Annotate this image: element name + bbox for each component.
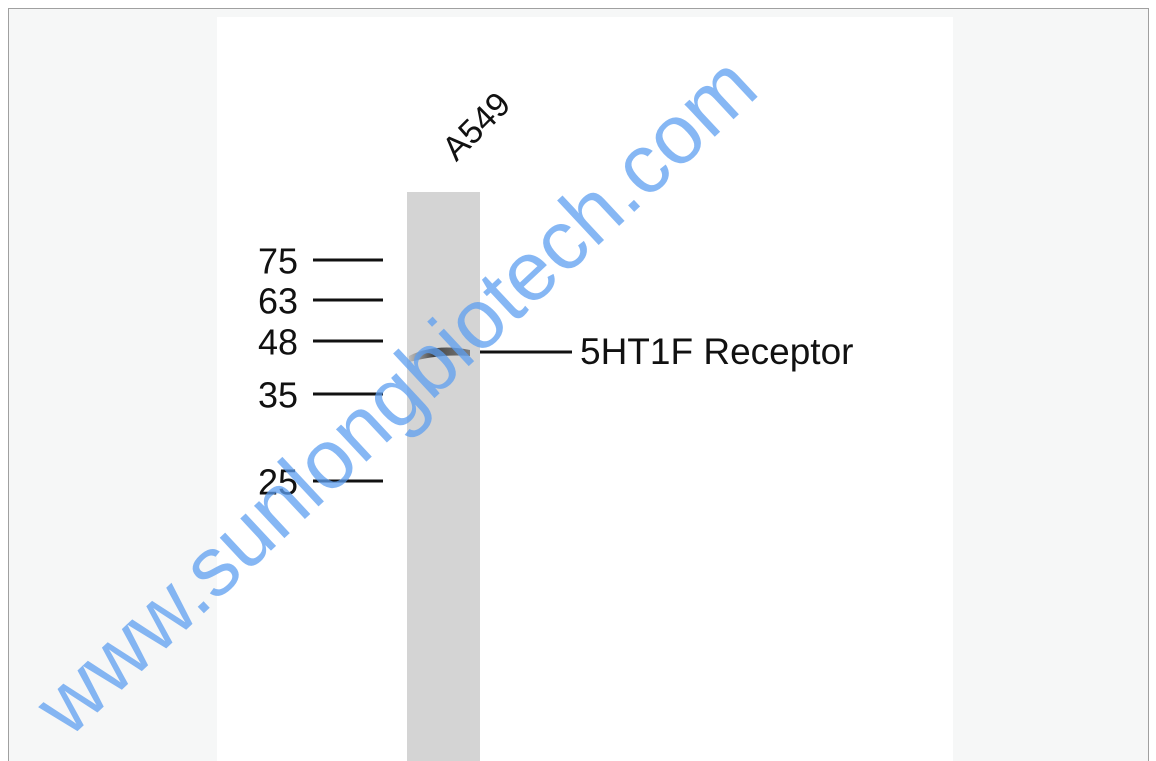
marker-label: 63 bbox=[258, 281, 298, 322]
blot-panel bbox=[217, 17, 953, 761]
marker-label: 35 bbox=[258, 375, 298, 416]
band-label: 5HT1F Receptor bbox=[580, 331, 854, 372]
page: A549 7563483525 5HT1F Receptor www.sunlo… bbox=[0, 0, 1156, 761]
marker-label: 48 bbox=[258, 322, 298, 363]
marker-label: 75 bbox=[258, 241, 298, 282]
figure: A549 7563483525 5HT1F Receptor www.sunlo… bbox=[0, 0, 1156, 761]
